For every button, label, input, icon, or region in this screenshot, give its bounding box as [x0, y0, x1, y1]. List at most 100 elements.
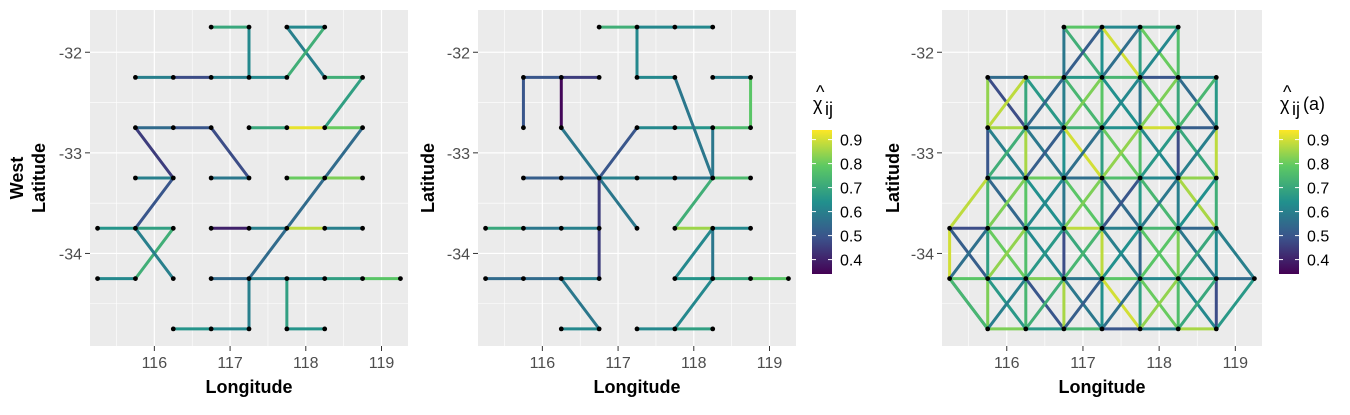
station-node — [521, 125, 526, 131]
network-edge — [559, 277, 601, 331]
station-node — [1213, 326, 1219, 332]
station-node — [170, 326, 176, 332]
network-edge — [1062, 75, 1104, 130]
network-edge — [133, 176, 175, 230]
network-edge — [285, 25, 327, 79]
station-node — [1213, 225, 1219, 231]
station-node — [1023, 276, 1029, 281]
station-node — [1099, 24, 1105, 30]
network-edge — [597, 176, 639, 230]
station-node — [672, 276, 678, 281]
station-node — [985, 225, 991, 231]
station-node — [1023, 175, 1029, 181]
station-node — [521, 225, 526, 231]
y-tick-label: -33 — [59, 146, 82, 163]
station-node — [710, 75, 716, 80]
network-edge — [1100, 75, 1142, 130]
station-node — [634, 175, 640, 181]
network-edge — [1138, 176, 1180, 230]
station-node — [1137, 24, 1143, 30]
x-tick-label: 119 — [1223, 355, 1249, 372]
station-node — [748, 75, 753, 80]
x-tick-label: 116 — [994, 355, 1020, 372]
station-node — [672, 175, 678, 181]
station-node — [208, 75, 214, 80]
station-node — [246, 276, 252, 281]
network-edge — [673, 226, 715, 281]
station-node — [985, 276, 991, 281]
station-node — [1137, 225, 1143, 231]
station-node — [558, 225, 564, 231]
station-node — [672, 326, 678, 332]
network-edge — [1138, 226, 1180, 281]
station-node — [398, 276, 403, 281]
station-node — [1099, 75, 1105, 80]
station-node — [1175, 225, 1181, 231]
station-node — [1137, 276, 1143, 281]
colorbar-label: 0.4 — [1307, 253, 1329, 270]
x-tick-label: 116 — [530, 355, 556, 372]
station-node — [1175, 24, 1181, 30]
colorbar-label: 0.9 — [840, 133, 862, 150]
station-node — [985, 326, 991, 332]
legend-title-subscript: ij — [825, 99, 833, 119]
station-node — [133, 75, 138, 80]
network-edge — [1024, 126, 1066, 180]
station-node — [710, 24, 716, 30]
y-tick-label: -32 — [911, 45, 934, 62]
station-node — [1175, 276, 1181, 281]
station-node — [322, 276, 328, 281]
network-edge — [1100, 226, 1142, 281]
station-node — [596, 175, 602, 181]
station-node — [710, 175, 716, 181]
network-edge — [1062, 176, 1104, 230]
network-edge — [948, 176, 990, 230]
station-node — [634, 125, 640, 131]
station-node — [322, 225, 328, 231]
station-node — [985, 125, 991, 131]
station-node — [284, 276, 290, 281]
x-axis-title: Longitude — [594, 377, 681, 397]
station-node — [634, 326, 640, 332]
colorbar-label: 0.5 — [1307, 229, 1329, 246]
station-node — [284, 175, 290, 181]
station-node — [170, 125, 176, 131]
network-edge — [1176, 226, 1218, 281]
station-node — [360, 175, 365, 181]
station-node — [634, 75, 640, 80]
station-node — [322, 75, 328, 80]
y-tick-label: -33 — [447, 146, 470, 163]
station-node — [748, 125, 753, 131]
network-edge — [597, 126, 639, 180]
station-node — [710, 225, 716, 231]
network-edge — [948, 226, 990, 281]
station-node — [1023, 75, 1029, 80]
station-node — [521, 175, 526, 181]
station-node — [208, 175, 214, 181]
y-axis-title: Latitude — [418, 143, 438, 213]
legend-title-suffix: (a) — [1303, 94, 1325, 114]
station-node — [748, 276, 753, 281]
network-edge — [133, 126, 175, 180]
station-node — [1213, 276, 1219, 281]
network-edge — [1100, 277, 1142, 331]
station-node — [1175, 125, 1181, 131]
x-tick-label: 117 — [1070, 355, 1096, 372]
legend-title-hat: ^ — [1283, 82, 1292, 102]
y-axis-title: Latitude — [883, 143, 903, 213]
station-node — [521, 276, 526, 281]
x-tick-label: 116 — [142, 355, 168, 372]
station-node — [208, 276, 214, 281]
network-edge — [1138, 126, 1180, 180]
network-edge — [323, 75, 365, 130]
network-edge — [133, 226, 175, 281]
y-tick-label: -33 — [911, 146, 934, 163]
station-node — [748, 175, 753, 181]
station-node — [133, 175, 138, 181]
station-node — [1099, 225, 1105, 231]
station-node — [95, 276, 100, 281]
station-node — [985, 175, 991, 181]
y-axis-title: West — [7, 157, 27, 200]
station-node — [246, 326, 252, 332]
station-node — [947, 276, 953, 281]
